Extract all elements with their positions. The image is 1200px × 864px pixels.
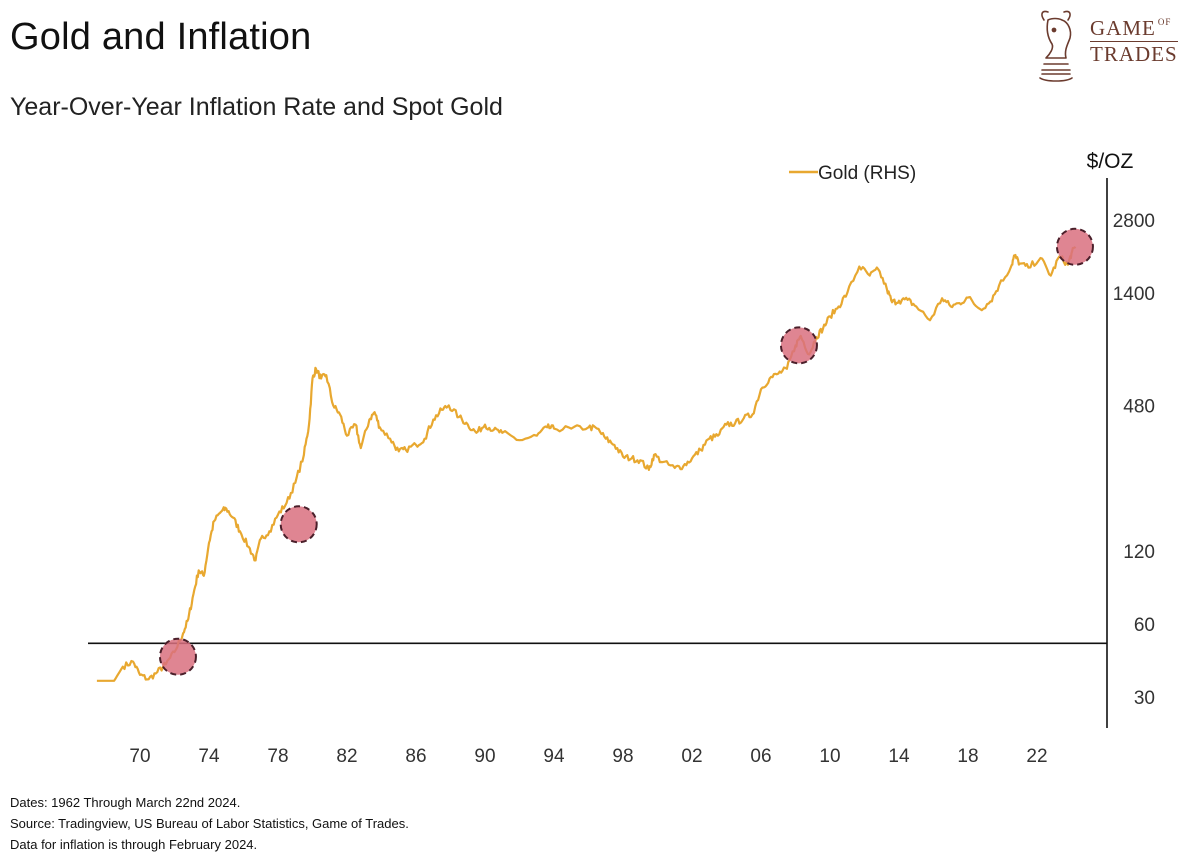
y-tick-label: 60 — [1134, 615, 1155, 636]
footnote-inflation: Data for inflation is through February 2… — [10, 837, 258, 852]
footnote-source: Source: Tradingview, US Bureau of Labor … — [10, 816, 409, 831]
x-tick-label: 86 — [405, 746, 426, 767]
page-subtitle: Year-Over-Year Inflation Rate and Spot G… — [10, 93, 503, 121]
x-tick-label: 02 — [681, 746, 702, 767]
highlight-marker — [158, 637, 197, 676]
y-tick-label: 1400 — [1113, 284, 1155, 305]
page-title: Gold and Inflation — [10, 16, 312, 58]
x-tick-label: 18 — [957, 746, 978, 767]
bull-chess-knight-icon — [1039, 10, 1073, 82]
y-unit-label: $/OZ — [1087, 150, 1134, 173]
highlight-marker — [279, 505, 318, 544]
x-tick-label: 82 — [336, 746, 357, 767]
chart-footnotes: Dates: 1962 Through March 22nd 2024. Sou… — [10, 792, 409, 855]
x-tick-label: 22 — [1026, 746, 1047, 767]
legend-label: Gold (RHS) — [818, 163, 916, 184]
x-tick-label: 06 — [750, 746, 771, 767]
x-tick-label: 14 — [888, 746, 910, 767]
x-tick-label: 78 — [267, 746, 288, 767]
x-tick-label: 98 — [612, 746, 633, 767]
brand-logo-text: GAME OF TRADES — [1090, 16, 1178, 66]
highlight-marker — [1055, 227, 1094, 266]
gold-series-line — [96, 246, 1077, 682]
y-tick-label: 30 — [1134, 688, 1155, 709]
y-tick-label: 480 — [1123, 396, 1155, 417]
highlight-marker — [779, 326, 818, 365]
y-tick-label: 120 — [1123, 542, 1155, 563]
footnote-dates: Dates: 1962 Through March 22nd 2024. — [10, 795, 241, 810]
x-tick-label: 10 — [819, 746, 840, 767]
x-tick-label: 74 — [198, 746, 220, 767]
x-tick-label: 90 — [474, 746, 495, 767]
y-tick-label: 2800 — [1113, 211, 1155, 232]
x-tick-label: 94 — [543, 746, 565, 767]
x-tick-label: 70 — [129, 746, 150, 767]
